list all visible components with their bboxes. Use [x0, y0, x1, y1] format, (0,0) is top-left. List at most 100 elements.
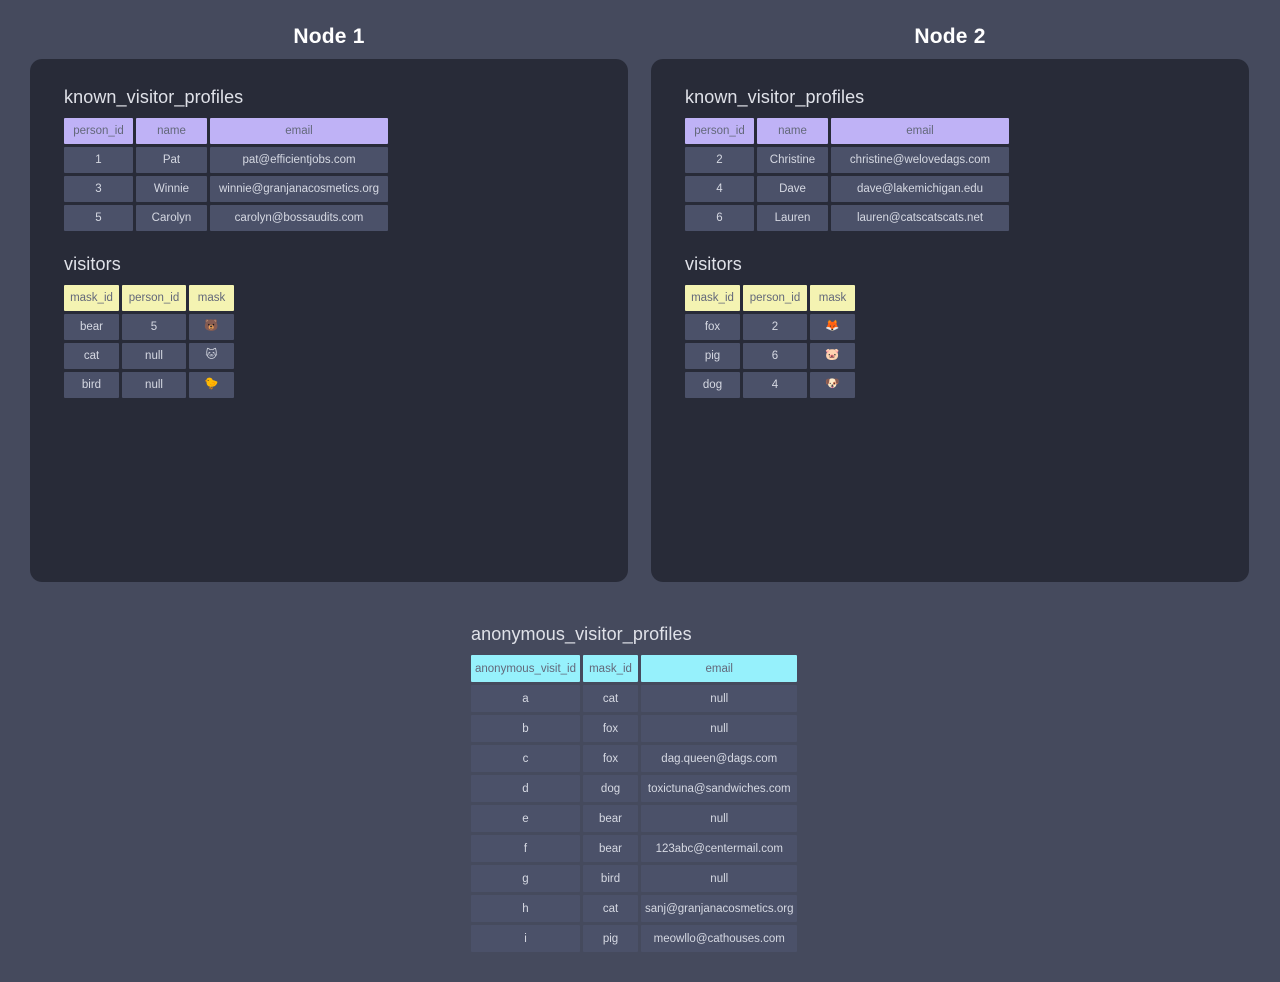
table-header-row: mask_id person_id mask — [685, 285, 855, 311]
column-header-name: name — [136, 118, 207, 144]
cell-email: null — [641, 805, 798, 832]
table-block-visitors-node2: visitors mask_id person_id mask fox 2 — [685, 254, 1249, 401]
column-header-mask: mask — [810, 285, 855, 311]
table-known-visitor-profiles: person_id name email 1 Pat pat@efficient… — [61, 115, 391, 234]
column-header-email: email — [831, 118, 1009, 144]
column-header-person-id: person_id — [743, 285, 807, 311]
cell-name: Winnie — [136, 176, 207, 202]
cell-email: sanj@granjanacosmetics.org — [641, 895, 798, 922]
cell-mask-id: cat — [583, 685, 639, 712]
table-visitors: mask_id person_id mask fox 2 🦊 pig — [682, 282, 858, 401]
cell-anonymous-visit-id: e — [471, 805, 581, 832]
cell-person-id: 6 — [743, 343, 807, 369]
cell-email: null — [641, 865, 798, 892]
cell-name: Pat — [136, 147, 207, 173]
table-header-row: person_id name email — [64, 118, 388, 144]
table-row: i pig meowllo@cathouses.com — [471, 925, 798, 952]
table-row: f bear 123abc@centermail.com — [471, 835, 798, 862]
table-row: 3 Winnie winnie@granjanacosmetics.org — [64, 176, 388, 202]
cell-mask-id: fox — [583, 715, 639, 742]
table-row: g bird null — [471, 865, 798, 892]
block-spacer — [64, 234, 628, 254]
node-2-panel: known_visitor_profiles person_id name em… — [651, 59, 1249, 582]
pig-icon: 🐷 — [810, 343, 855, 369]
table-title: anonymous_visitor_profiles — [471, 624, 692, 644]
cell-person-id: 3 — [64, 176, 133, 202]
cell-email: lauren@catscatscats.net — [831, 205, 1009, 231]
table-row: 1 Pat pat@efficientjobs.com — [64, 147, 388, 173]
cell-anonymous-visit-id: a — [471, 685, 581, 712]
table-row: pig 6 🐷 — [685, 343, 855, 369]
cell-anonymous-visit-id: i — [471, 925, 581, 952]
cell-mask-id: bird — [583, 865, 639, 892]
cell-person-id: 5 — [64, 205, 133, 231]
column-header-name: name — [757, 118, 828, 144]
table-row: c fox dag.queen@dags.com — [471, 745, 798, 772]
table-title: visitors — [64, 254, 121, 274]
table-block-known-visitor-profiles-node2: known_visitor_profiles person_id name em… — [685, 87, 1249, 234]
table-row: bear 5 🐻 — [64, 314, 234, 340]
cell-mask-id: bear — [583, 835, 639, 862]
cell-email: dag.queen@dags.com — [641, 745, 798, 772]
node-1-panel: known_visitor_profiles person_id name em… — [30, 59, 628, 582]
cell-mask-id: dog — [685, 372, 740, 398]
cell-email: null — [641, 715, 798, 742]
column-header-person-id: person_id — [685, 118, 754, 144]
table-row: 4 Dave dave@lakemichigan.edu — [685, 176, 1009, 202]
table-row: 6 Lauren lauren@catscatscats.net — [685, 205, 1009, 231]
node-2-content: known_visitor_profiles person_id name em… — [651, 59, 1249, 401]
table-block-visitors-node1: visitors mask_id person_id mask bear 5 — [64, 254, 628, 401]
cell-mask-id: fox — [583, 745, 639, 772]
cell-mask-id: dog — [583, 775, 639, 802]
cell-email: meowllo@cathouses.com — [641, 925, 798, 952]
table-row: 5 Carolyn carolyn@bossaudits.com — [64, 205, 388, 231]
cell-email: toxictuna@sandwiches.com — [641, 775, 798, 802]
cell-mask-id: pig — [685, 343, 740, 369]
table-row: d dog toxictuna@sandwiches.com — [471, 775, 798, 802]
node-1-content: known_visitor_profiles person_id name em… — [30, 59, 628, 401]
table-row: fox 2 🦊 — [685, 314, 855, 340]
cell-name: Lauren — [757, 205, 828, 231]
column-header-anonymous-visit-id: anonymous_visit_id — [471, 655, 581, 682]
cell-email: pat@efficientjobs.com — [210, 147, 388, 173]
table-block-known-visitor-profiles-node1: known_visitor_profiles person_id name em… — [64, 87, 628, 234]
cell-person-id: 6 — [685, 205, 754, 231]
cell-mask-id: bear — [64, 314, 119, 340]
dog-icon: 🐶 — [810, 372, 855, 398]
cell-email: null — [641, 685, 798, 712]
cell-person-id: 2 — [685, 147, 754, 173]
cell-anonymous-visit-id: b — [471, 715, 581, 742]
table-row: cat null 🐱 — [64, 343, 234, 369]
cell-mask-id: bird — [64, 372, 119, 398]
table-title: known_visitor_profiles — [64, 87, 244, 107]
table-row: bird null 🐤 — [64, 372, 234, 398]
table-header-row: person_id name email — [685, 118, 1009, 144]
table-row: a cat null — [471, 685, 798, 712]
cell-email: christine@welovedags.com — [831, 147, 1009, 173]
column-header-mask-id: mask_id — [64, 285, 119, 311]
block-spacer — [685, 234, 1249, 254]
table-row: dog 4 🐶 — [685, 372, 855, 398]
cell-person-id: null — [122, 343, 186, 369]
cell-email: dave@lakemichigan.edu — [831, 176, 1009, 202]
cell-person-id: null — [122, 372, 186, 398]
cell-person-id: 5 — [122, 314, 186, 340]
bird-icon: 🐤 — [189, 372, 234, 398]
cell-person-id: 2 — [743, 314, 807, 340]
table-title: known_visitor_profiles — [685, 87, 865, 107]
table-visitors: mask_id person_id mask bear 5 🐻 cat — [61, 282, 237, 401]
column-header-email: email — [641, 655, 798, 682]
cell-anonymous-visit-id: c — [471, 745, 581, 772]
cell-person-id: 1 — [64, 147, 133, 173]
column-header-mask: mask — [189, 285, 234, 311]
cell-email: carolyn@bossaudits.com — [210, 205, 388, 231]
cell-name: Dave — [757, 176, 828, 202]
table-title: visitors — [685, 254, 742, 274]
table-row: 2 Christine christine@welovedags.com — [685, 147, 1009, 173]
fox-icon: 🦊 — [810, 314, 855, 340]
cell-anonymous-visit-id: h — [471, 895, 581, 922]
column-header-mask-id: mask_id — [685, 285, 740, 311]
column-header-person-id: person_id — [64, 118, 133, 144]
table-header-row: anonymous_visit_id mask_id email — [471, 655, 798, 682]
cell-mask-id: pig — [583, 925, 639, 952]
